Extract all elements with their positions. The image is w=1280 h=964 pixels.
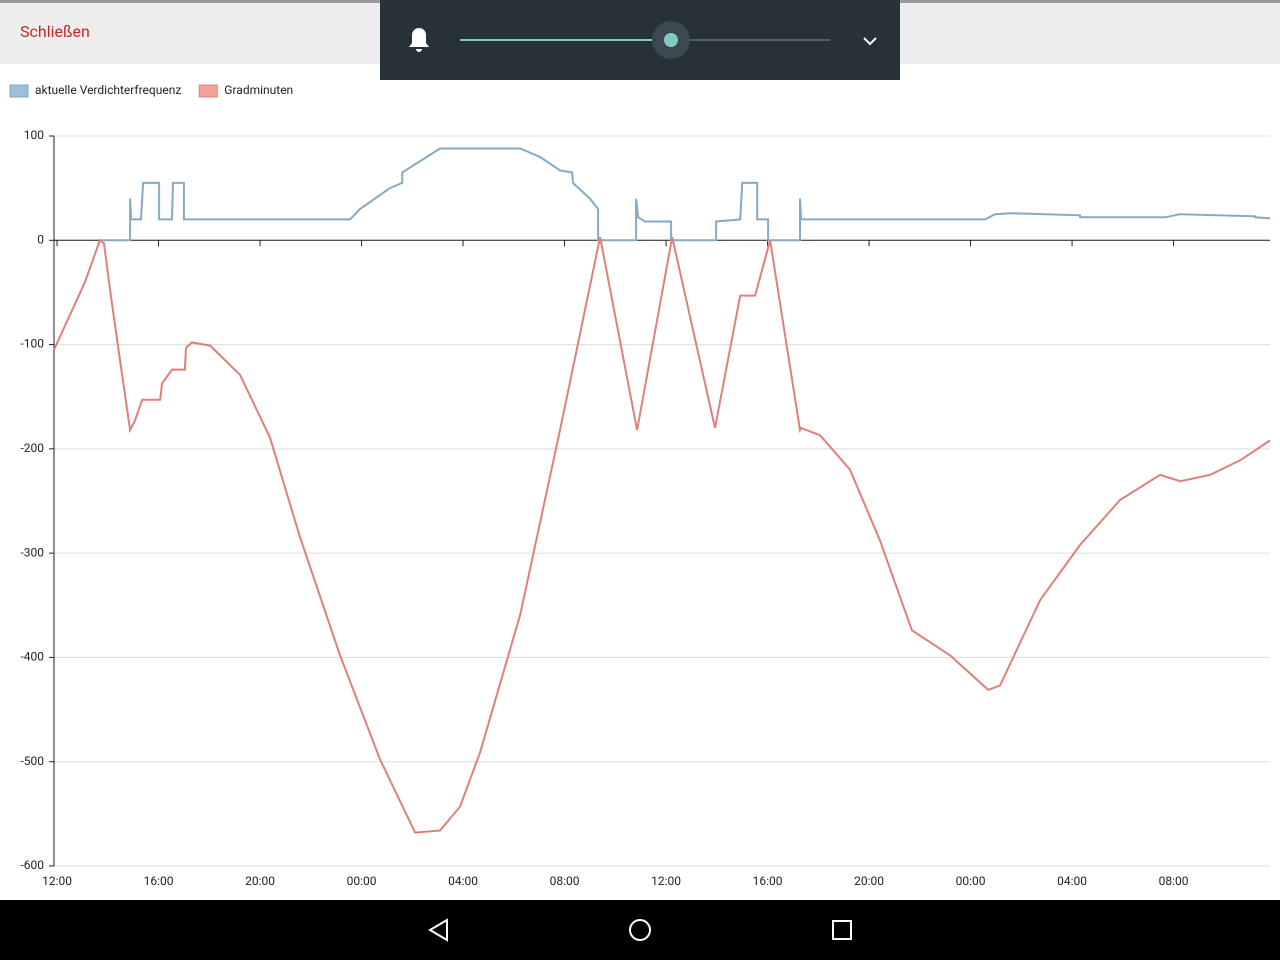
slider-thumb[interactable] (664, 33, 678, 47)
x-tick-label: 00:00 (347, 874, 377, 888)
legend-swatch (198, 84, 218, 98)
x-tick-label: 16:00 (753, 874, 783, 888)
nav-bar-bg (0, 900, 1280, 960)
chart: -600 -500 -400 -300 -200 -100 0 100 12:00 16:00 20… (9, 83, 1271, 888)
x-tick-label: 04:00 (1057, 874, 1087, 888)
close-button[interactable]: Schließen (20, 22, 90, 41)
series-line (53, 236, 1271, 834)
y-tick-label: -300 (20, 545, 44, 559)
series-line (99, 147, 1271, 242)
y-tick-label: -500 (20, 754, 44, 768)
nav-bar (0, 900, 1280, 960)
x-tick-label: 08:00 (550, 874, 580, 888)
recents-button[interactable] (832, 920, 852, 940)
legend-swatch (9, 84, 29, 98)
bell-icon[interactable] (409, 28, 429, 52)
x-tick-label: 20:00 (854, 874, 884, 888)
y-tick-label: 100 (24, 128, 44, 142)
legend-label: Gradminuten (224, 83, 293, 97)
legend-label: aktuelle Verdichterfrequenz (35, 83, 181, 97)
y-tick-label: -200 (20, 441, 44, 455)
x-tick-label: 16:00 (144, 874, 174, 888)
x-tick-label: 20:00 (245, 874, 275, 888)
x-tick-label: 04:00 (448, 874, 478, 888)
y-tick-label: -400 (20, 650, 44, 664)
y-tick-label: -100 (20, 337, 44, 351)
volume-panel (380, 0, 900, 80)
x-tick-label: 12:00 (42, 874, 72, 888)
x-tick-label: 08:00 (1159, 874, 1189, 888)
expand-icon[interactable] (863, 37, 877, 46)
y-tick-label: -600 (20, 858, 44, 872)
x-tick-label: 00:00 (956, 874, 986, 888)
y-tick-label: 0 (37, 232, 44, 246)
back-button[interactable] (428, 918, 448, 942)
x-tick-label: 12:00 (651, 874, 681, 888)
home-button[interactable] (629, 919, 651, 941)
